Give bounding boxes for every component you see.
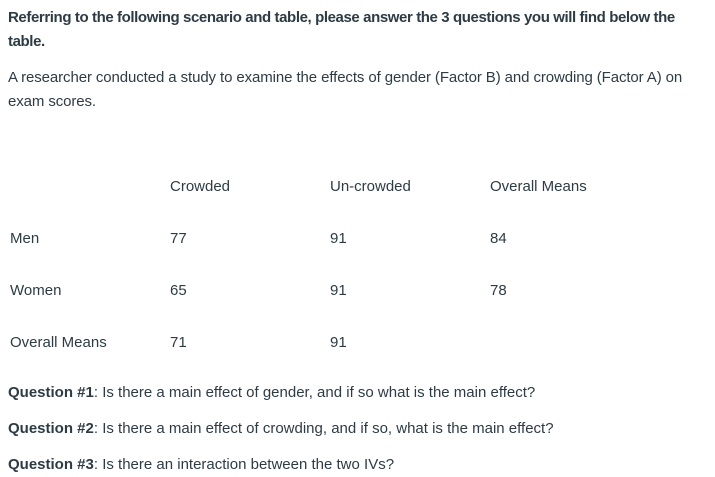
question-3-label: Question #3 xyxy=(8,456,94,473)
row-label: Women xyxy=(10,282,62,299)
table-header-overall-means: Overall Means xyxy=(490,178,587,195)
question-1: Question #1: Is there a main effect of g… xyxy=(8,381,715,405)
means-table: Crowded Un-crowded Overall Means Men 77 … xyxy=(8,161,648,369)
cell-value: 78 xyxy=(490,282,507,299)
row-label: Overall Means xyxy=(10,334,107,351)
question-2: Question #2: Is there a main effect of c… xyxy=(8,417,715,441)
question-2-text: : Is there a main effect of crowding, an… xyxy=(93,420,554,437)
instructions-heading: Referring to the following scenario and … xyxy=(8,9,675,50)
cell-value: 91 xyxy=(330,230,347,247)
question-2-label: Question #2 xyxy=(8,420,94,437)
cell-value: 91 xyxy=(330,282,347,299)
cell-value: 84 xyxy=(490,230,507,247)
scenario-description: A researcher conducted a study to examin… xyxy=(8,69,683,110)
quiz-question-document: Referring to the following scenario and … xyxy=(8,6,715,477)
question-1-label: Question #1 xyxy=(8,384,94,401)
row-label: Men xyxy=(10,230,40,247)
table-header-uncrowded: Un-crowded xyxy=(330,178,411,195)
cell-value: 91 xyxy=(330,334,347,351)
question-1-text: : Is there a main effect of gender, and … xyxy=(93,384,536,401)
table-header-row: Crowded Un-crowded Overall Means xyxy=(8,161,648,213)
cell-value: 65 xyxy=(170,282,187,299)
table-header-crowded: Crowded xyxy=(170,178,231,195)
table-header-empty xyxy=(8,161,168,213)
cell-value: 77 xyxy=(170,230,187,247)
table-row-men: Men 77 91 84 xyxy=(8,213,648,265)
question-3-text: : Is there an interaction between the tw… xyxy=(93,456,395,473)
table-row-overall-means: Overall Means 71 91 xyxy=(8,317,648,369)
table-row-women: Women 65 91 78 xyxy=(8,265,648,317)
cell-value xyxy=(488,317,648,369)
cell-value: 71 xyxy=(170,334,187,351)
question-3: Question #3: Is there an interaction bet… xyxy=(8,453,715,477)
